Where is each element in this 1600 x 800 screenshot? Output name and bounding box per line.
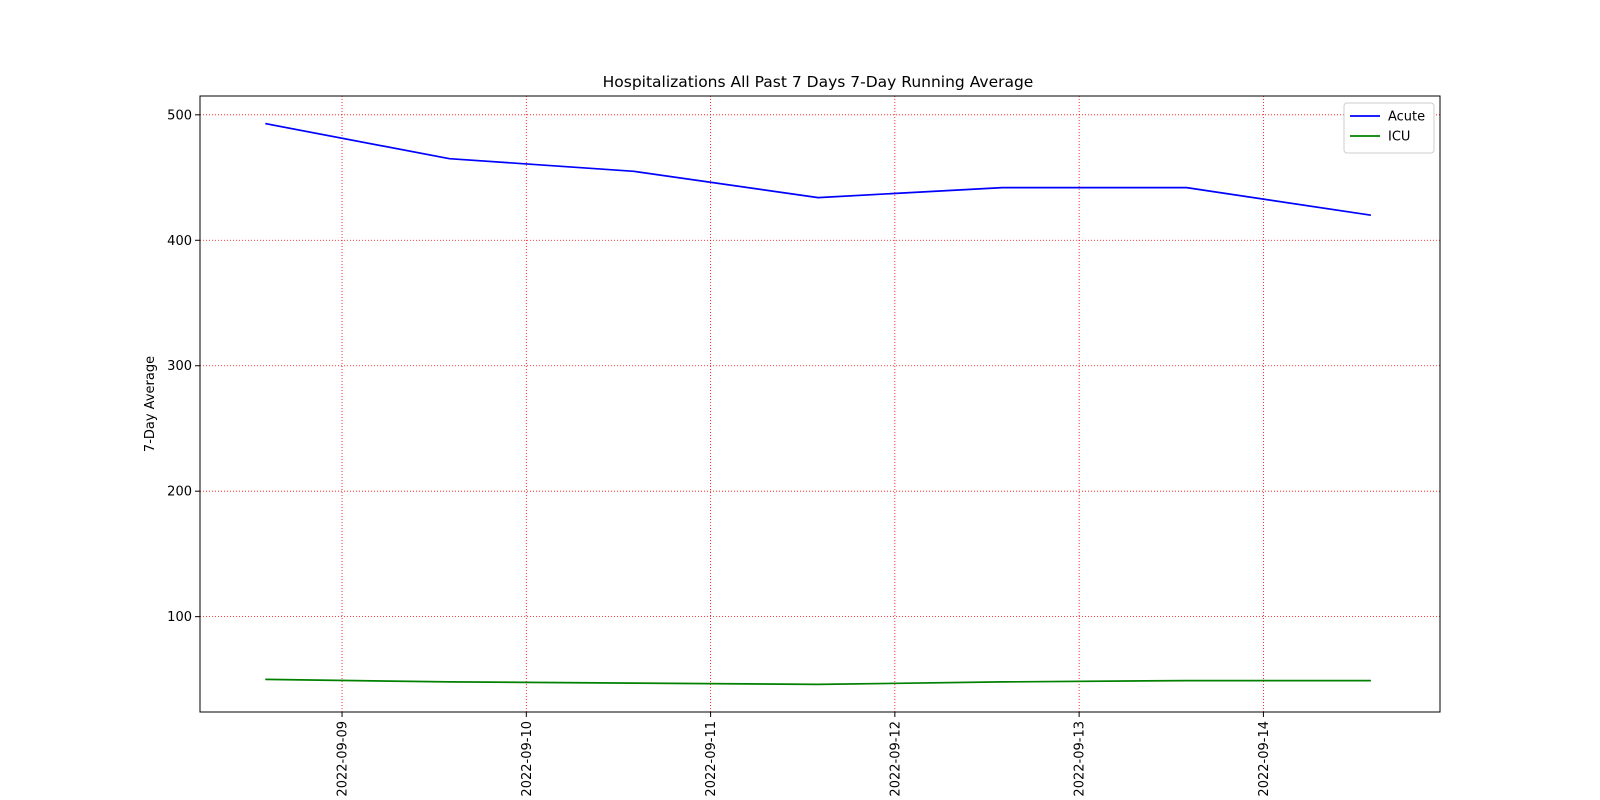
legend-label-acute: Acute [1388, 110, 1425, 125]
series-line-acute [265, 122, 1372, 217]
plot-frame [199, 95, 1441, 713]
x-tick-label: 2022-09-10 [520, 721, 535, 797]
series-layer [265, 122, 1372, 686]
x-tick-label: 2022-09-11 [704, 721, 719, 797]
y-tick-label: 100 [167, 610, 192, 625]
grid [200, 96, 1440, 712]
x-tick-label: 2022-09-14 [1257, 721, 1272, 797]
x-tick-label: 2022-09-09 [336, 721, 351, 797]
y-tick-label: 500 [167, 108, 192, 123]
legend: Acute ICU [1343, 102, 1435, 154]
x-tick-label: 2022-09-13 [1073, 721, 1088, 797]
legend-label-icu: ICU [1388, 130, 1410, 145]
y-tick-label: 400 [167, 234, 192, 249]
y-axis-label: 7-Day Average [143, 356, 158, 452]
y-tick-label: 200 [167, 485, 192, 500]
y-tick-label: 300 [167, 359, 192, 374]
chart-title: Hospitalizations All Past 7 Days 7-Day R… [603, 73, 1034, 91]
ticks: 100 200 300 400 500 2022-09-09 2022-09-10 2022-… [167, 108, 1272, 796]
x-tick-label: 2022-09-12 [888, 721, 903, 797]
series-line-icu [265, 678, 1371, 686]
